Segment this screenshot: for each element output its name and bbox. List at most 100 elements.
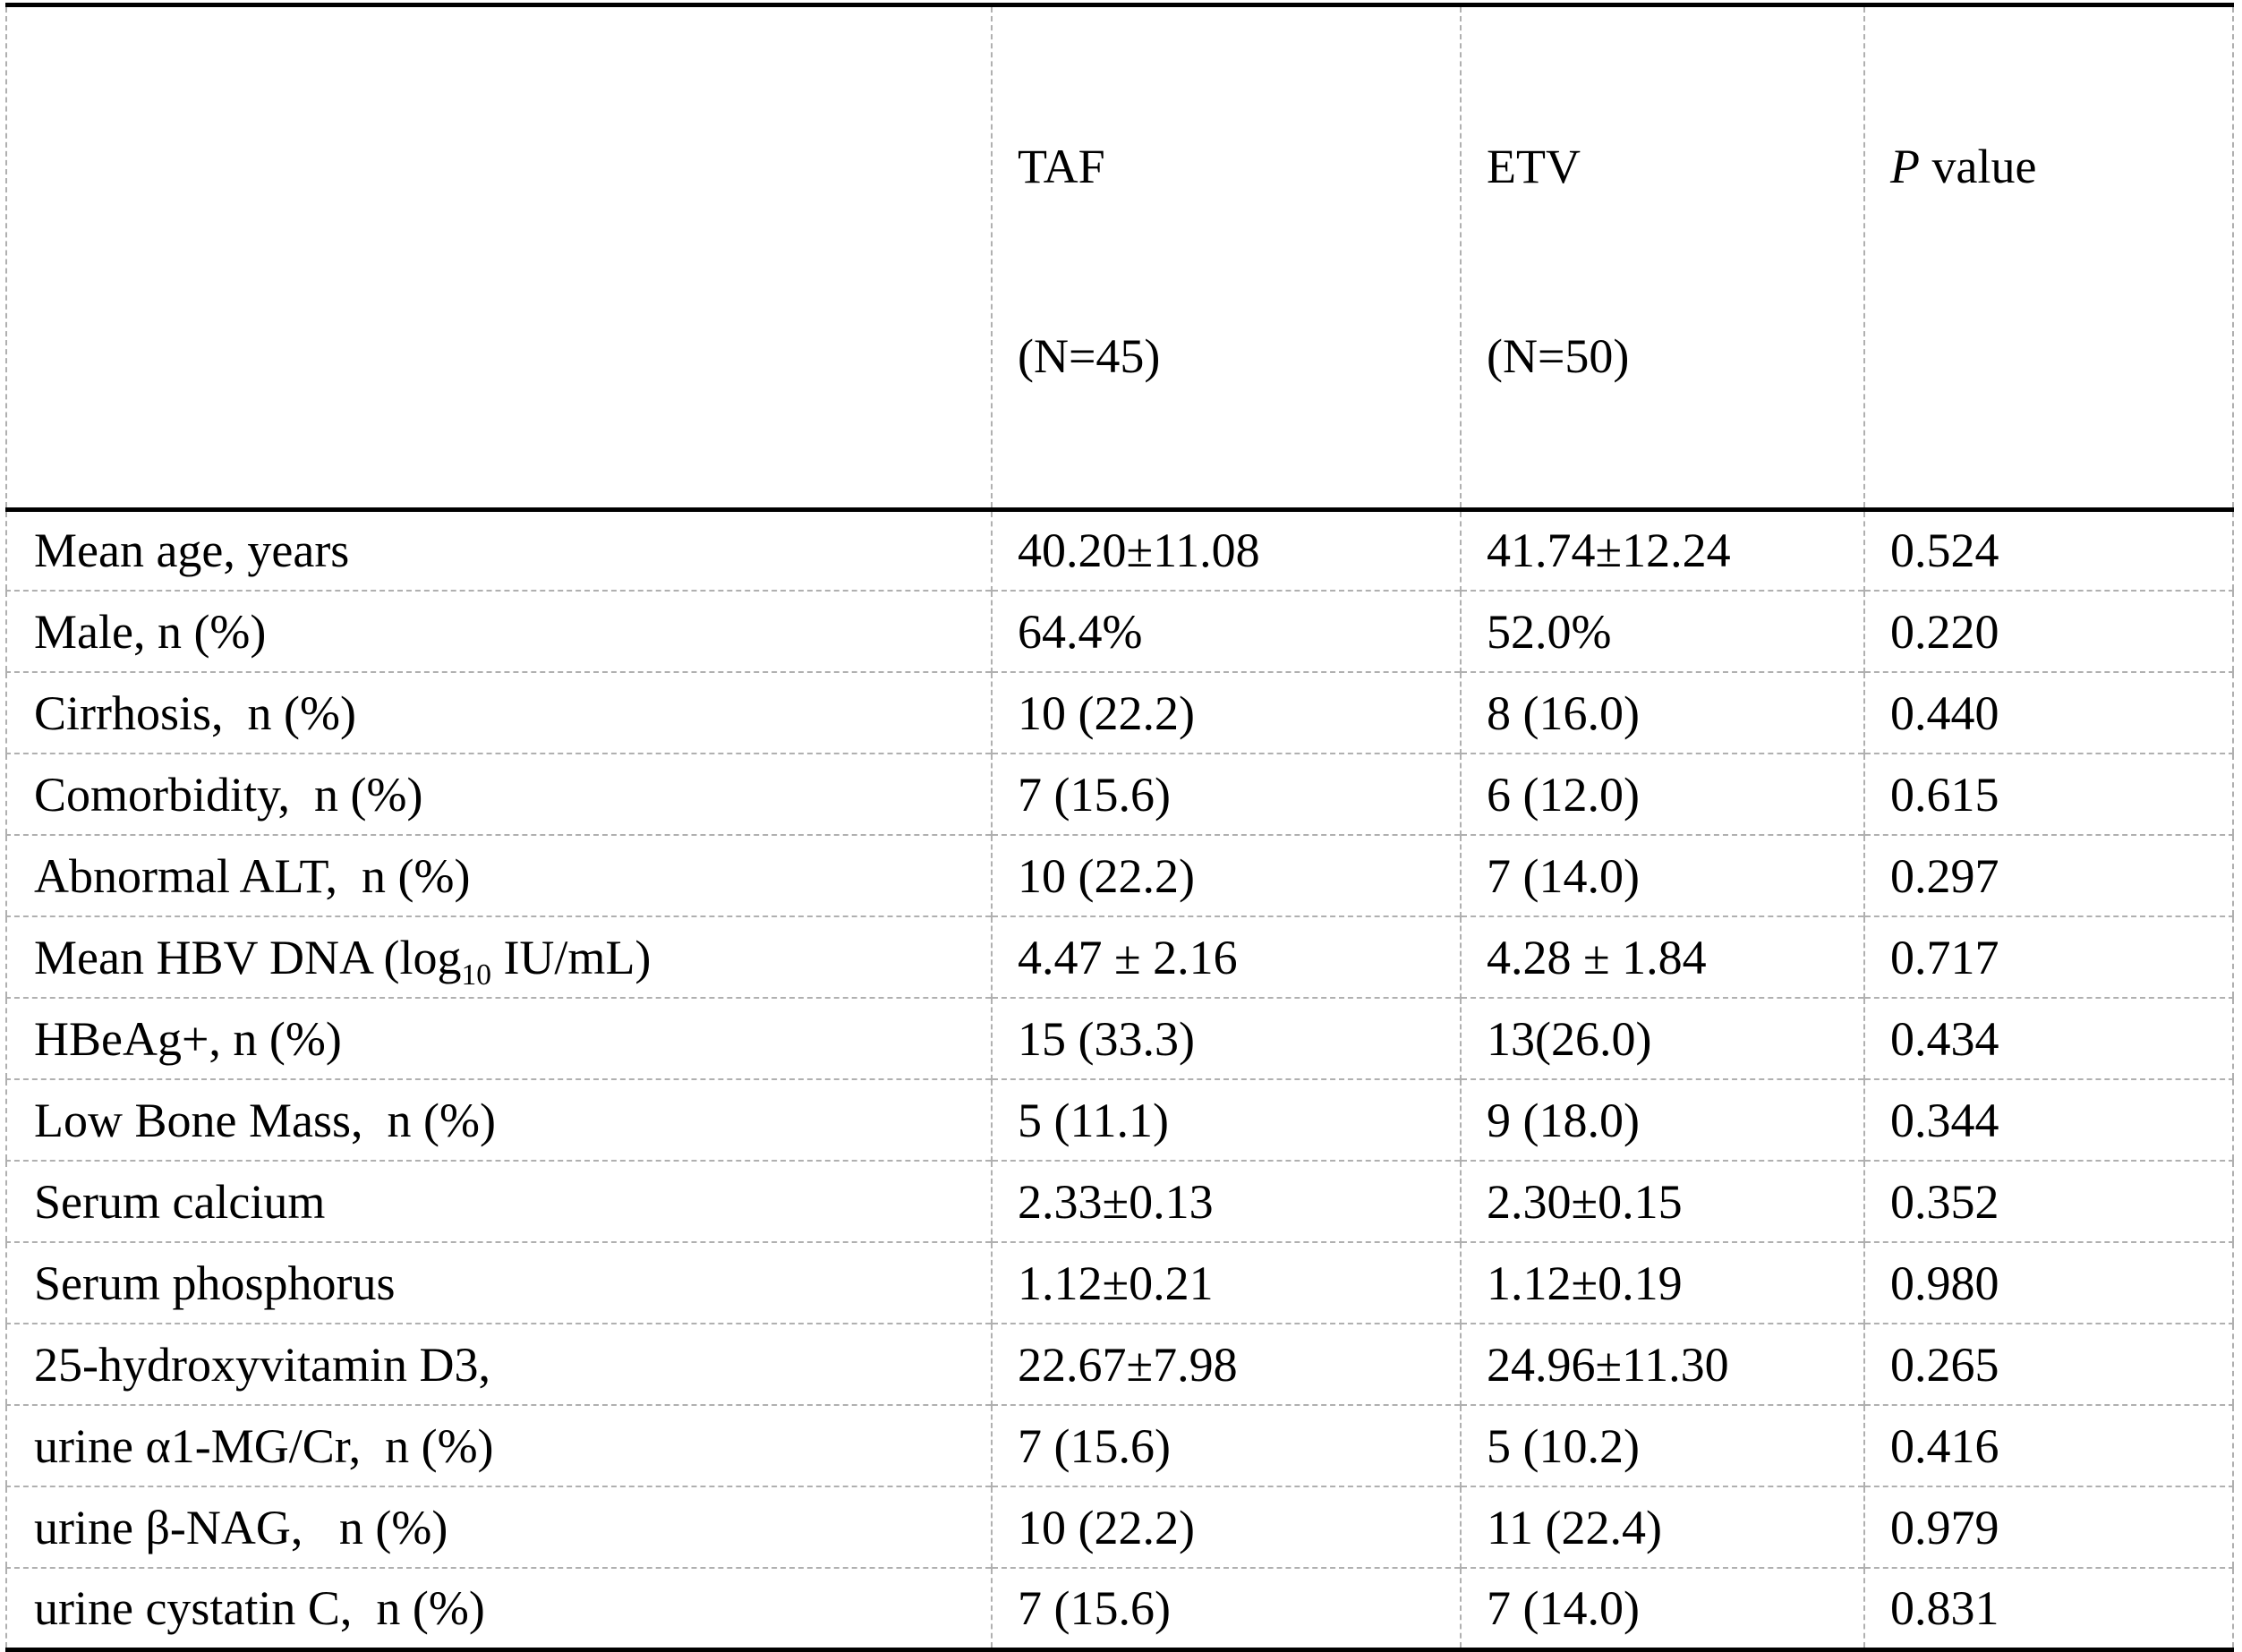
p-value-cell: 0.524 [1863, 508, 2233, 592]
label-text: Abnormal ALT, n (%) [34, 848, 471, 903]
taf-value-cell: 7 (15.6) [991, 1404, 1461, 1487]
etv-value-cell: 13(26.0) [1460, 997, 1864, 1080]
label-text: urine β-NAG, n (%) [34, 1500, 448, 1554]
characteristic-cell: urine α1-MG/Cr, n (%) [6, 1404, 992, 1487]
taf-value-cell: 15 (33.3) [991, 997, 1461, 1080]
characteristic-cell: Cirrhosis, n (%) [6, 671, 992, 754]
p-value-cell: 0.831 [1863, 1567, 2233, 1650]
characteristic-cell: Male, n (%) [6, 590, 992, 673]
label-text: Cirrhosis, n (%) [34, 685, 356, 740]
table-row: Cirrhosis, n (%) 10 (22.2) 8 (16.0) 0.440 [6, 671, 2233, 754]
p-value-cell: 0.352 [1863, 1160, 2233, 1243]
header-taf: TAF (N=45) [991, 4, 1461, 512]
label-text: urine α1-MG/Cr, n (%) [34, 1418, 494, 1473]
taf-value-cell: 4.47 ± 2.16 [991, 915, 1461, 999]
header-taf-n: (N=45) [1018, 329, 1161, 384]
characteristic-cell: 25-hydroxyvitamin D3, [6, 1323, 992, 1406]
label-text: Serum calcium [34, 1174, 326, 1229]
taf-value-cell: 40.20±11.08 [991, 508, 1461, 592]
table-row: urine cystatin C, n (%) 7 (15.6) 7 (14.0) 0… [6, 1567, 2233, 1650]
taf-value-cell: 64.4% [991, 590, 1461, 673]
table-row: 25-hydroxyvitamin D3, 22.67±7.98 24.96±11.… [6, 1323, 2233, 1406]
etv-value-cell: 7 (14.0) [1460, 1567, 1864, 1650]
label-text: Mean HBV DNA (log [34, 930, 462, 984]
paper-page: TAF (N=45) ETV (N=50) P value Mean age, … [5, 3, 2234, 1652]
label-text: 25-hydroxyvitamin D3, [34, 1337, 490, 1392]
characteristic-cell: urine cystatin C, n (%) [6, 1567, 992, 1650]
table-row: urine β-NAG, n (%) 10 (22.2) 11 (22.4) 0.97… [6, 1486, 2233, 1569]
taf-value-cell: 10 (22.2) [991, 1486, 1461, 1569]
characteristic-cell: Mean age, years [6, 508, 992, 592]
etv-value-cell: 5 (10.2) [1460, 1404, 1864, 1487]
p-value-cell: 0.344 [1863, 1078, 2233, 1162]
etv-value-cell: 41.74±12.24 [1460, 508, 1864, 592]
taf-value-cell: 2.33±0.13 [991, 1160, 1461, 1243]
subscript-text: 10 [461, 958, 491, 992]
table-row: Serum calcium 2.33±0.13 2.30±0.15 0.352 [6, 1160, 2233, 1243]
characteristic-cell: Abnormal ALT, n (%) [6, 834, 992, 917]
etv-value-cell: 8 (16.0) [1460, 671, 1864, 754]
p-value-cell: 0.979 [1863, 1486, 2233, 1569]
table-row: Abnormal ALT, n (%) 10 (22.2) 7 (14.0) 0.29… [6, 834, 2233, 917]
characteristic-cell: Mean HBV DNA (log10 IU/mL) [6, 915, 992, 999]
p-value-cell: 0.440 [1863, 671, 2233, 754]
label-text: Male, n (%) [34, 604, 267, 659]
table-row: Comorbidity, n (%) 7 (15.6) 6 (12.0) 0.615 [6, 753, 2233, 836]
characteristic-cell: urine β-NAG, n (%) [6, 1486, 992, 1569]
table-row: Mean age, years 40.20±11.08 41.74±12.24 0.5… [6, 508, 2233, 592]
label-text: Mean age, years [34, 524, 350, 578]
characteristic-cell: Serum calcium [6, 1160, 992, 1243]
label-text: Serum phosphorus [34, 1256, 396, 1310]
p-value-word: value [1920, 140, 2037, 194]
table-row: Male, n (%) 64.4% 52.0% 0.220 [6, 590, 2233, 673]
header-row: TAF (N=45) ETV (N=50) P value [6, 4, 2233, 512]
etv-value-cell: 52.0% [1460, 590, 1864, 673]
taf-value-cell: 22.67±7.98 [991, 1323, 1461, 1406]
taf-value-cell: 7 (15.6) [991, 1567, 1461, 1650]
etv-value-cell: 9 (18.0) [1460, 1078, 1864, 1162]
etv-value-cell: 24.96±11.30 [1460, 1323, 1864, 1406]
table-row: Mean HBV DNA (log10 IU/mL) 4.47 ± 2.16 4.2… [6, 915, 2233, 999]
p-value-cell: 0.980 [1863, 1241, 2233, 1324]
taf-value-cell: 10 (22.2) [991, 671, 1461, 754]
table-row: Serum phosphorus 1.12±0.21 1.12±0.19 0.980 [6, 1241, 2233, 1324]
baseline-characteristics-table: TAF (N=45) ETV (N=50) P value Mean age, … [5, 3, 2234, 1652]
label-text: urine cystatin C, n (%) [34, 1580, 485, 1635]
header-pvalue-line: P value [1890, 127, 2225, 206]
characteristic-cell: Comorbidity, n (%) [6, 753, 992, 836]
taf-value-cell: 10 (22.2) [991, 834, 1461, 917]
p-value-cell: 0.615 [1863, 753, 2233, 836]
label-text: Comorbidity, n (%) [34, 767, 423, 822]
etv-value-cell: 1.12±0.19 [1460, 1241, 1864, 1324]
taf-value-cell: 7 (15.6) [991, 753, 1461, 836]
table-row: Low Bone Mass, n (%) 5 (11.1) 9 (18.0) 0.34… [6, 1078, 2233, 1162]
etv-value-cell: 6 (12.0) [1460, 753, 1864, 836]
header-etv-name: ETV [1487, 140, 1581, 194]
p-value-cell: 0.265 [1863, 1323, 2233, 1406]
p-value-cell: 0.717 [1863, 915, 2233, 999]
p-symbol: P [1890, 140, 1920, 194]
label-text: IU/mL) [490, 930, 652, 984]
header-taf-name: TAF [1018, 140, 1105, 194]
header-characteristic [6, 4, 992, 512]
p-value-cell: 0.220 [1863, 590, 2233, 673]
taf-value-cell: 1.12±0.21 [991, 1241, 1461, 1324]
etv-value-cell: 11 (22.4) [1460, 1486, 1864, 1569]
table-row: urine α1-MG/Cr, n (%) 7 (15.6) 5 (10.2) 0.4… [6, 1404, 2233, 1487]
header-etv-n: (N=50) [1487, 329, 1630, 384]
etv-value-cell: 4.28 ± 1.84 [1460, 915, 1864, 999]
characteristic-cell: Low Bone Mass, n (%) [6, 1078, 992, 1162]
characteristic-cell: HBeAg+, n (%) [6, 997, 992, 1080]
table-body: Mean age, years 40.20±11.08 41.74±12.24 0.5… [6, 508, 2233, 1650]
label-text: HBeAg+, n (%) [34, 1011, 342, 1066]
p-value-cell: 0.297 [1863, 834, 2233, 917]
header-pvalue: P value [1863, 4, 2233, 512]
table-row: HBeAg+, n (%) 15 (33.3) 13(26.0) 0.434 [6, 997, 2233, 1080]
label-text: Low Bone Mass, n (%) [34, 1093, 496, 1147]
p-value-cell: 0.434 [1863, 997, 2233, 1080]
taf-value-cell: 5 (11.1) [991, 1078, 1461, 1162]
p-value-cell: 0.416 [1863, 1404, 2233, 1487]
etv-value-cell: 7 (14.0) [1460, 834, 1864, 917]
characteristic-cell: Serum phosphorus [6, 1241, 992, 1324]
etv-value-cell: 2.30±0.15 [1460, 1160, 1864, 1243]
